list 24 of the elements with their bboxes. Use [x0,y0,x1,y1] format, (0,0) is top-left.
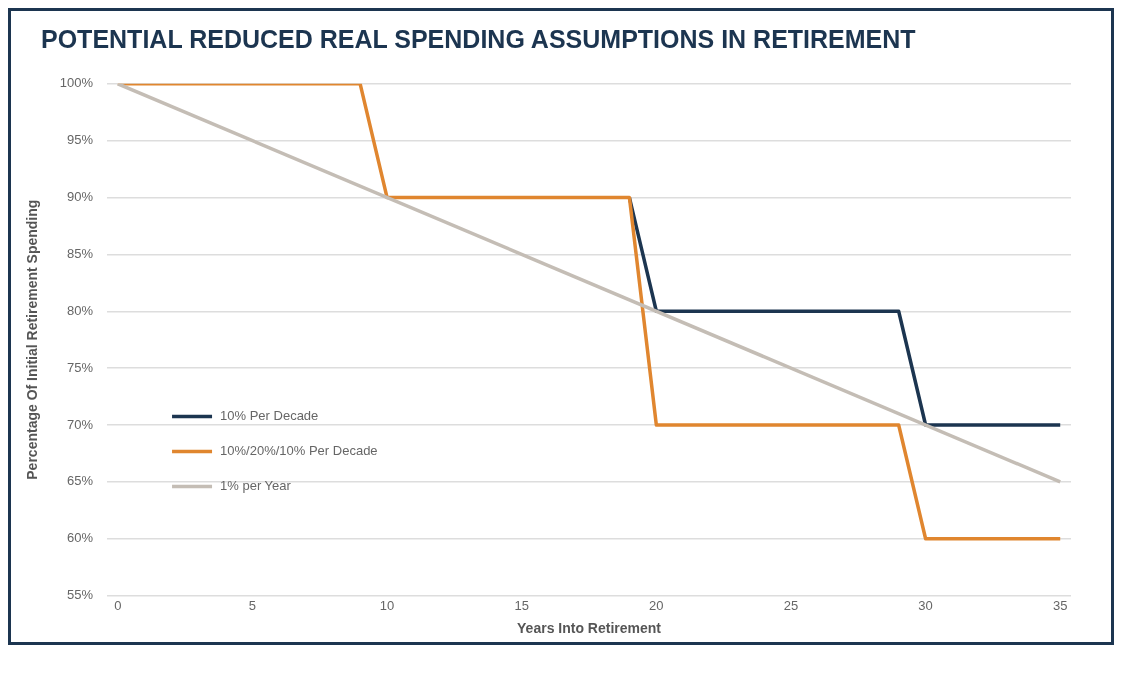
y-tick-label: 75% [67,359,94,375]
y-tick-label: 85% [67,245,94,261]
legend-label: 1% per Year [220,478,292,494]
x-axis-title: Years Into Retirement [517,620,662,637]
x-tick-label: 10 [379,597,395,613]
x-tick-label: 35 [1053,597,1068,613]
x-tick-label: 25 [783,597,799,613]
x-tick-label: 5 [248,597,257,613]
legend-label: 10% Per Decade [220,408,319,424]
x-tick-label: 20 [649,597,664,613]
x-tick-label: 15 [514,597,529,613]
y-tick-label: 65% [67,473,94,489]
y-tick-label: 95% [67,132,94,148]
y-tick-label: 60% [67,530,94,546]
x-tick-label: 0 [114,597,122,613]
y-tick-label: 80% [67,302,94,318]
y-axis-title: Percentage Of Initial Retirement Spending [24,199,41,480]
legend-label: 10%/20%/10% Per Decade [220,443,378,459]
x-tick-label: 30 [918,597,933,613]
y-tick-label: 55% [67,587,94,603]
y-tick-label: 90% [67,189,94,205]
y-tick-label: 70% [67,416,94,432]
y-tick-label: 100% [59,75,94,91]
chart-title: POTENTIAL REDUCED REAL SPENDING ASSUMPTIONS IN RETIREMENT [40,24,917,55]
